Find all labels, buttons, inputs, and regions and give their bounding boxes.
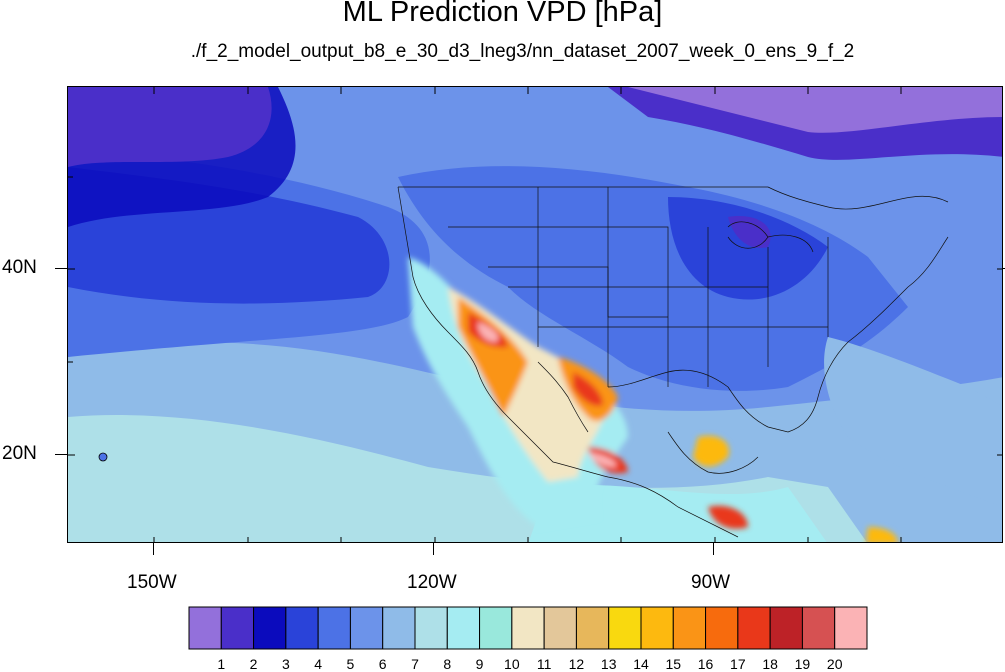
colorbar-swatch — [446, 606, 481, 650]
colorbar-label: 8 — [443, 656, 452, 672]
colorbar-swatch — [543, 606, 577, 650]
colorbar-label: 15 — [665, 656, 682, 672]
colorbar-swatch — [382, 606, 416, 650]
southwest-plume — [408, 257, 898, 542]
lat-label-20n: 20N — [2, 443, 37, 464]
colorbar-label: 5 — [346, 656, 355, 672]
colorbar-swatch — [317, 606, 351, 650]
map-panel — [67, 86, 1003, 543]
colorbar-label: 4 — [314, 656, 323, 672]
chart-title: ML Prediction VPD [hPa] — [342, 0, 663, 28]
colorbar-label: 2 — [249, 656, 258, 672]
tick-20n-left — [55, 454, 67, 455]
atlantic-pale — [824, 337, 1002, 507]
colorbar-swatch — [285, 606, 319, 650]
colorbar-label: 3 — [281, 656, 290, 672]
pacific-cyan-band — [528, 484, 827, 542]
colorbar-label: 11 — [536, 656, 552, 672]
colorbar-label: 9 — [475, 656, 484, 672]
colorbar-swatch — [253, 606, 287, 650]
northeast-lavender — [628, 87, 1002, 133]
tick-40n-right — [1002, 268, 1005, 269]
colorbar-label: 17 — [730, 656, 746, 672]
colorbar-label: 10 — [504, 656, 520, 672]
coastlines — [397, 186, 949, 538]
colorbar-swatch — [769, 606, 803, 650]
vpd-field-map — [68, 87, 1002, 542]
tick-120w-bottom — [433, 543, 434, 555]
colorbar-label: 19 — [794, 656, 811, 672]
colorbar-swatch — [801, 606, 836, 650]
colorbar-swatch — [575, 606, 610, 650]
hawaii-island — [98, 452, 108, 462]
colorbar-swatch — [511, 606, 545, 650]
lon-label-150w: 150W — [127, 572, 177, 593]
colorbar-label: 6 — [378, 656, 387, 672]
colorbar-swatch — [705, 606, 739, 650]
colorbar-swatch — [349, 606, 384, 650]
colorbar-label: 14 — [633, 656, 649, 672]
colorbar-swatch — [608, 606, 642, 650]
axis-ticks — [68, 87, 1002, 542]
lake-michigan-area — [728, 216, 771, 248]
colorbar — [188, 606, 868, 655]
lon-label-120w: 120W — [407, 572, 457, 593]
colorbar-swatches — [188, 606, 868, 650]
colorbar-label: 7 — [411, 656, 419, 672]
colorbar-swatch — [220, 606, 255, 650]
tick-150w-bottom — [153, 543, 154, 555]
colorbar-label: 18 — [762, 656, 778, 672]
tick-90w-bottom — [713, 543, 714, 555]
colorbar-label: 12 — [568, 656, 585, 672]
lon-label-90w: 90W — [691, 572, 731, 593]
colorbar-label: 13 — [600, 656, 617, 672]
colorbar-swatch — [414, 606, 448, 650]
colorbar-label: 16 — [697, 656, 714, 672]
colorbar-swatch — [834, 606, 868, 650]
colorbar-swatch — [479, 606, 513, 650]
colorbar-label: 1 — [217, 656, 226, 672]
colorbar-swatch — [737, 606, 771, 650]
colorbar-swatch — [188, 606, 222, 650]
north-pacific-purple — [68, 87, 272, 167]
tick-40n-left — [55, 268, 67, 269]
lat-label-40n: 40N — [2, 257, 37, 278]
colorbar-label: 20 — [826, 656, 843, 672]
chart-subtitle: ./f_2_model_output_b8_e_30_d3_lneg3/nn_d… — [190, 41, 855, 62]
colorbar-swatch — [640, 606, 674, 650]
colorbar-swatch — [672, 606, 707, 650]
